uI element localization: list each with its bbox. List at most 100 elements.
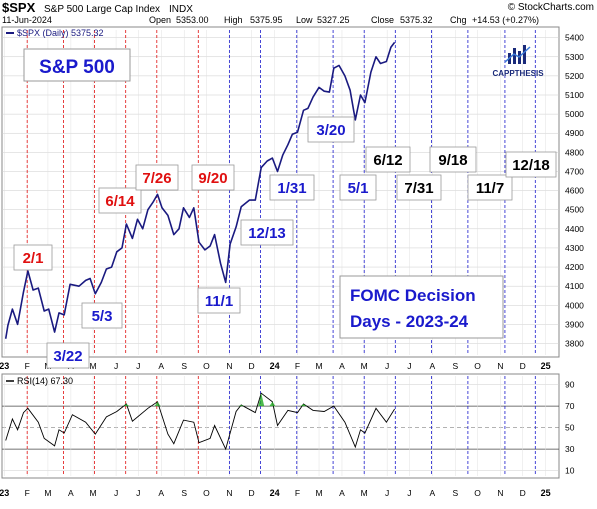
price-tick-label: 3900 bbox=[565, 319, 584, 329]
fomc-date-label: 12/18 bbox=[512, 157, 550, 174]
price-tick-label: 4300 bbox=[565, 243, 584, 253]
header-close: 5375.32 bbox=[400, 15, 433, 25]
month-label-rsi: O bbox=[203, 488, 210, 498]
fomc-date-box bbox=[240, 219, 294, 246]
month-label: D bbox=[249, 361, 255, 371]
logo-text: CAPPTHESIS bbox=[492, 69, 544, 78]
month-label-rsi: N bbox=[226, 488, 232, 498]
month-label-rsi: A bbox=[158, 488, 164, 498]
rsi-tick-label: 10 bbox=[565, 466, 575, 476]
fomc-date-box bbox=[81, 302, 123, 329]
month-label-rsi: J bbox=[407, 488, 411, 498]
title-box bbox=[23, 48, 131, 82]
header-high: 5375.95 bbox=[250, 15, 283, 25]
price-tick-label: 4000 bbox=[565, 300, 584, 310]
price-tick-label: 5200 bbox=[565, 71, 584, 81]
title-box-text: S&P 500 bbox=[39, 57, 115, 78]
month-label-rsi: M bbox=[315, 488, 322, 498]
rsi-tick-label: 30 bbox=[565, 444, 575, 454]
header-high-label: High bbox=[224, 15, 243, 25]
month-label-rsi: J bbox=[114, 488, 118, 498]
rsi-overbought-fill bbox=[258, 393, 265, 407]
fomc-date-label: 11/1 bbox=[205, 293, 233, 310]
fomc-date-box bbox=[396, 174, 442, 201]
price-tick-label: 4700 bbox=[565, 166, 584, 176]
header-close-label: Close bbox=[371, 15, 394, 25]
fomc-date-label: 9/20 bbox=[198, 170, 227, 187]
rsi-tick-label: 50 bbox=[565, 423, 575, 433]
month-label-rsi: O bbox=[474, 488, 481, 498]
header-date: 11-Jun-2024 bbox=[2, 15, 52, 25]
fomc-date-box bbox=[191, 164, 235, 191]
month-label-rsi: N bbox=[497, 488, 503, 498]
year-label-rsi: 25 bbox=[541, 488, 551, 498]
price-tick-label: 4800 bbox=[565, 147, 584, 157]
header-open: 5353.00 bbox=[176, 15, 209, 25]
fomc-date-label: 3/22 bbox=[53, 348, 82, 365]
fomc-date-box bbox=[307, 116, 355, 143]
month-label: F bbox=[295, 361, 300, 371]
fomc-date-box bbox=[339, 174, 377, 201]
month-label-rsi: A bbox=[339, 488, 345, 498]
fomc-date-box bbox=[98, 187, 142, 214]
header-copyright: © StockCharts.com bbox=[508, 2, 594, 13]
month-label: A bbox=[339, 361, 345, 371]
month-label-rsi: D bbox=[249, 488, 255, 498]
rsi-overbought-fill bbox=[269, 401, 276, 407]
month-label-rsi: D bbox=[520, 488, 526, 498]
fomc-box-line2: Days - 2023-24 bbox=[350, 312, 469, 331]
rsi-panel-frame bbox=[1, 373, 560, 479]
price-line bbox=[4, 41, 396, 339]
month-label: M bbox=[315, 361, 322, 371]
month-label-rsi: M bbox=[90, 488, 97, 498]
fomc-date-box bbox=[13, 244, 53, 271]
fomc-date-label: 7/26 bbox=[142, 170, 171, 187]
month-label-rsi: M bbox=[44, 488, 51, 498]
fomc-date-label: 5/3 bbox=[92, 308, 113, 325]
month-label-rsi: F bbox=[25, 488, 30, 498]
fomc-box bbox=[339, 275, 504, 339]
year-label: 25 bbox=[541, 361, 551, 371]
month-label: N bbox=[497, 361, 503, 371]
month-label: J bbox=[114, 361, 118, 371]
month-label: F bbox=[25, 361, 30, 371]
header-low: 5327.25 bbox=[317, 15, 350, 25]
price-tick-label: 5100 bbox=[565, 90, 584, 100]
fomc-date-box bbox=[46, 342, 90, 369]
month-label-rsi: F bbox=[295, 488, 300, 498]
price-tick-label: 3800 bbox=[565, 339, 584, 349]
price-tick-label: 4900 bbox=[565, 128, 584, 138]
fomc-date-label: 6/12 bbox=[373, 152, 402, 169]
fomc-date-label: 7/31 bbox=[404, 180, 433, 197]
month-label: M bbox=[361, 361, 368, 371]
price-tick-label: 5400 bbox=[565, 33, 584, 43]
month-label-rsi: A bbox=[430, 488, 436, 498]
rsi-overbought-fill bbox=[300, 403, 307, 407]
header-exchange: INDX bbox=[169, 4, 193, 15]
price-tick-label: 4100 bbox=[565, 281, 584, 291]
fomc-date-box bbox=[505, 151, 557, 178]
rsi-tick-label: 90 bbox=[565, 380, 575, 390]
header-chg: +14.53 (+0.27%) bbox=[472, 15, 539, 25]
month-label: S bbox=[181, 361, 187, 371]
fomc-date-label: 1/31 bbox=[277, 180, 306, 197]
month-label-rsi: M bbox=[361, 488, 368, 498]
month-label: M bbox=[90, 361, 97, 371]
month-label-rsi: A bbox=[68, 488, 74, 498]
header-name: S&P 500 Large Cap Index bbox=[44, 4, 160, 15]
month-label: O bbox=[474, 361, 481, 371]
rsi-overbought-fill bbox=[238, 405, 245, 407]
fomc-date-label: 11/7 bbox=[476, 180, 504, 197]
price-tick-label: 4400 bbox=[565, 224, 584, 234]
fomc-date-label: 9/18 bbox=[438, 152, 467, 169]
month-label-rsi: J bbox=[385, 488, 389, 498]
price-legend: $SPX (Daily) 5375.32 bbox=[17, 28, 104, 38]
month-label: A bbox=[158, 361, 164, 371]
header-symbol: $SPX bbox=[2, 0, 36, 15]
header-low-label: Low bbox=[296, 15, 313, 25]
fomc-date-box bbox=[365, 146, 411, 173]
fomc-date-label: 2/1 bbox=[23, 250, 44, 267]
year-label: 24 bbox=[270, 361, 280, 371]
price-panel-frame bbox=[1, 26, 560, 358]
